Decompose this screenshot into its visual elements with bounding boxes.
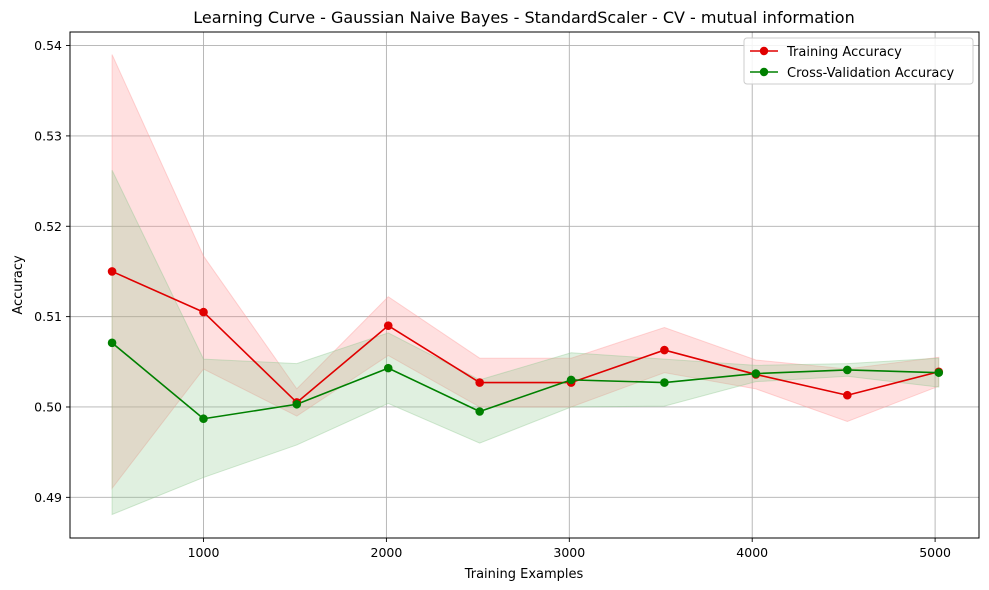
x-tick-label: 2000 xyxy=(371,545,403,560)
y-tick-label: 0.53 xyxy=(34,128,62,143)
grid-lines xyxy=(70,32,979,538)
x-tick-label: 3000 xyxy=(553,545,585,560)
cv-accuracy-point xyxy=(475,407,484,416)
y-tick-label: 0.52 xyxy=(34,219,62,234)
training-accuracy-point xyxy=(199,307,208,317)
training-accuracy-point xyxy=(843,390,852,400)
confidence-bands xyxy=(111,54,940,516)
x-tick-label: 1000 xyxy=(188,545,220,560)
training-accuracy-line xyxy=(111,270,939,404)
cv-accuracy-point xyxy=(199,414,208,424)
legend-label-cv: Cross-Validation Accuracy xyxy=(787,66,955,81)
training-accuracy-point xyxy=(475,378,484,387)
x-tick-label: 5000 xyxy=(919,545,951,560)
legend-marker-training xyxy=(759,46,769,56)
chart-title: Learning Curve - Gaussian Naive Bayes - … xyxy=(193,8,854,27)
training-std-band xyxy=(111,54,940,490)
y-tick-label: 0.54 xyxy=(34,38,62,53)
x-tick-label: 4000 xyxy=(736,545,768,560)
cv-accuracy-point xyxy=(383,363,393,373)
y-axis-label: Accuracy xyxy=(11,255,26,315)
y-tick-label: 0.49 xyxy=(34,490,62,505)
cv-accuracy-point xyxy=(107,338,117,348)
legend-box xyxy=(743,37,974,85)
cv-accuracy-point xyxy=(660,378,669,387)
cv-accuracy-point xyxy=(292,399,302,409)
legend-marker-cv xyxy=(759,67,769,77)
cv-accuracy-line xyxy=(111,342,939,420)
legend: Training Accuracy Cross-Validation Accur… xyxy=(743,37,974,85)
training-accuracy-point xyxy=(107,267,117,276)
plot-frame xyxy=(69,31,980,539)
cv-accuracy-point xyxy=(751,369,761,378)
x-axis-ticks: 1000 2000 3000 4000 5000 xyxy=(188,538,951,560)
legend-label-training: Training Accuracy xyxy=(786,45,902,60)
training-accuracy-point xyxy=(383,321,393,330)
y-tick-label: 0.50 xyxy=(34,399,62,414)
training-accuracy-point xyxy=(660,345,669,355)
series-points xyxy=(107,267,944,424)
y-tick-label: 0.51 xyxy=(34,309,62,324)
y-axis-ticks: 0.49 0.50 0.51 0.52 0.53 0.54 xyxy=(34,38,70,505)
series-lines xyxy=(111,270,939,420)
x-axis-label: Training Examples xyxy=(464,567,584,582)
cv-accuracy-point xyxy=(934,368,944,377)
cv-accuracy-point xyxy=(843,365,852,375)
cv-accuracy-point xyxy=(566,375,576,385)
cv-std-band xyxy=(111,170,940,516)
